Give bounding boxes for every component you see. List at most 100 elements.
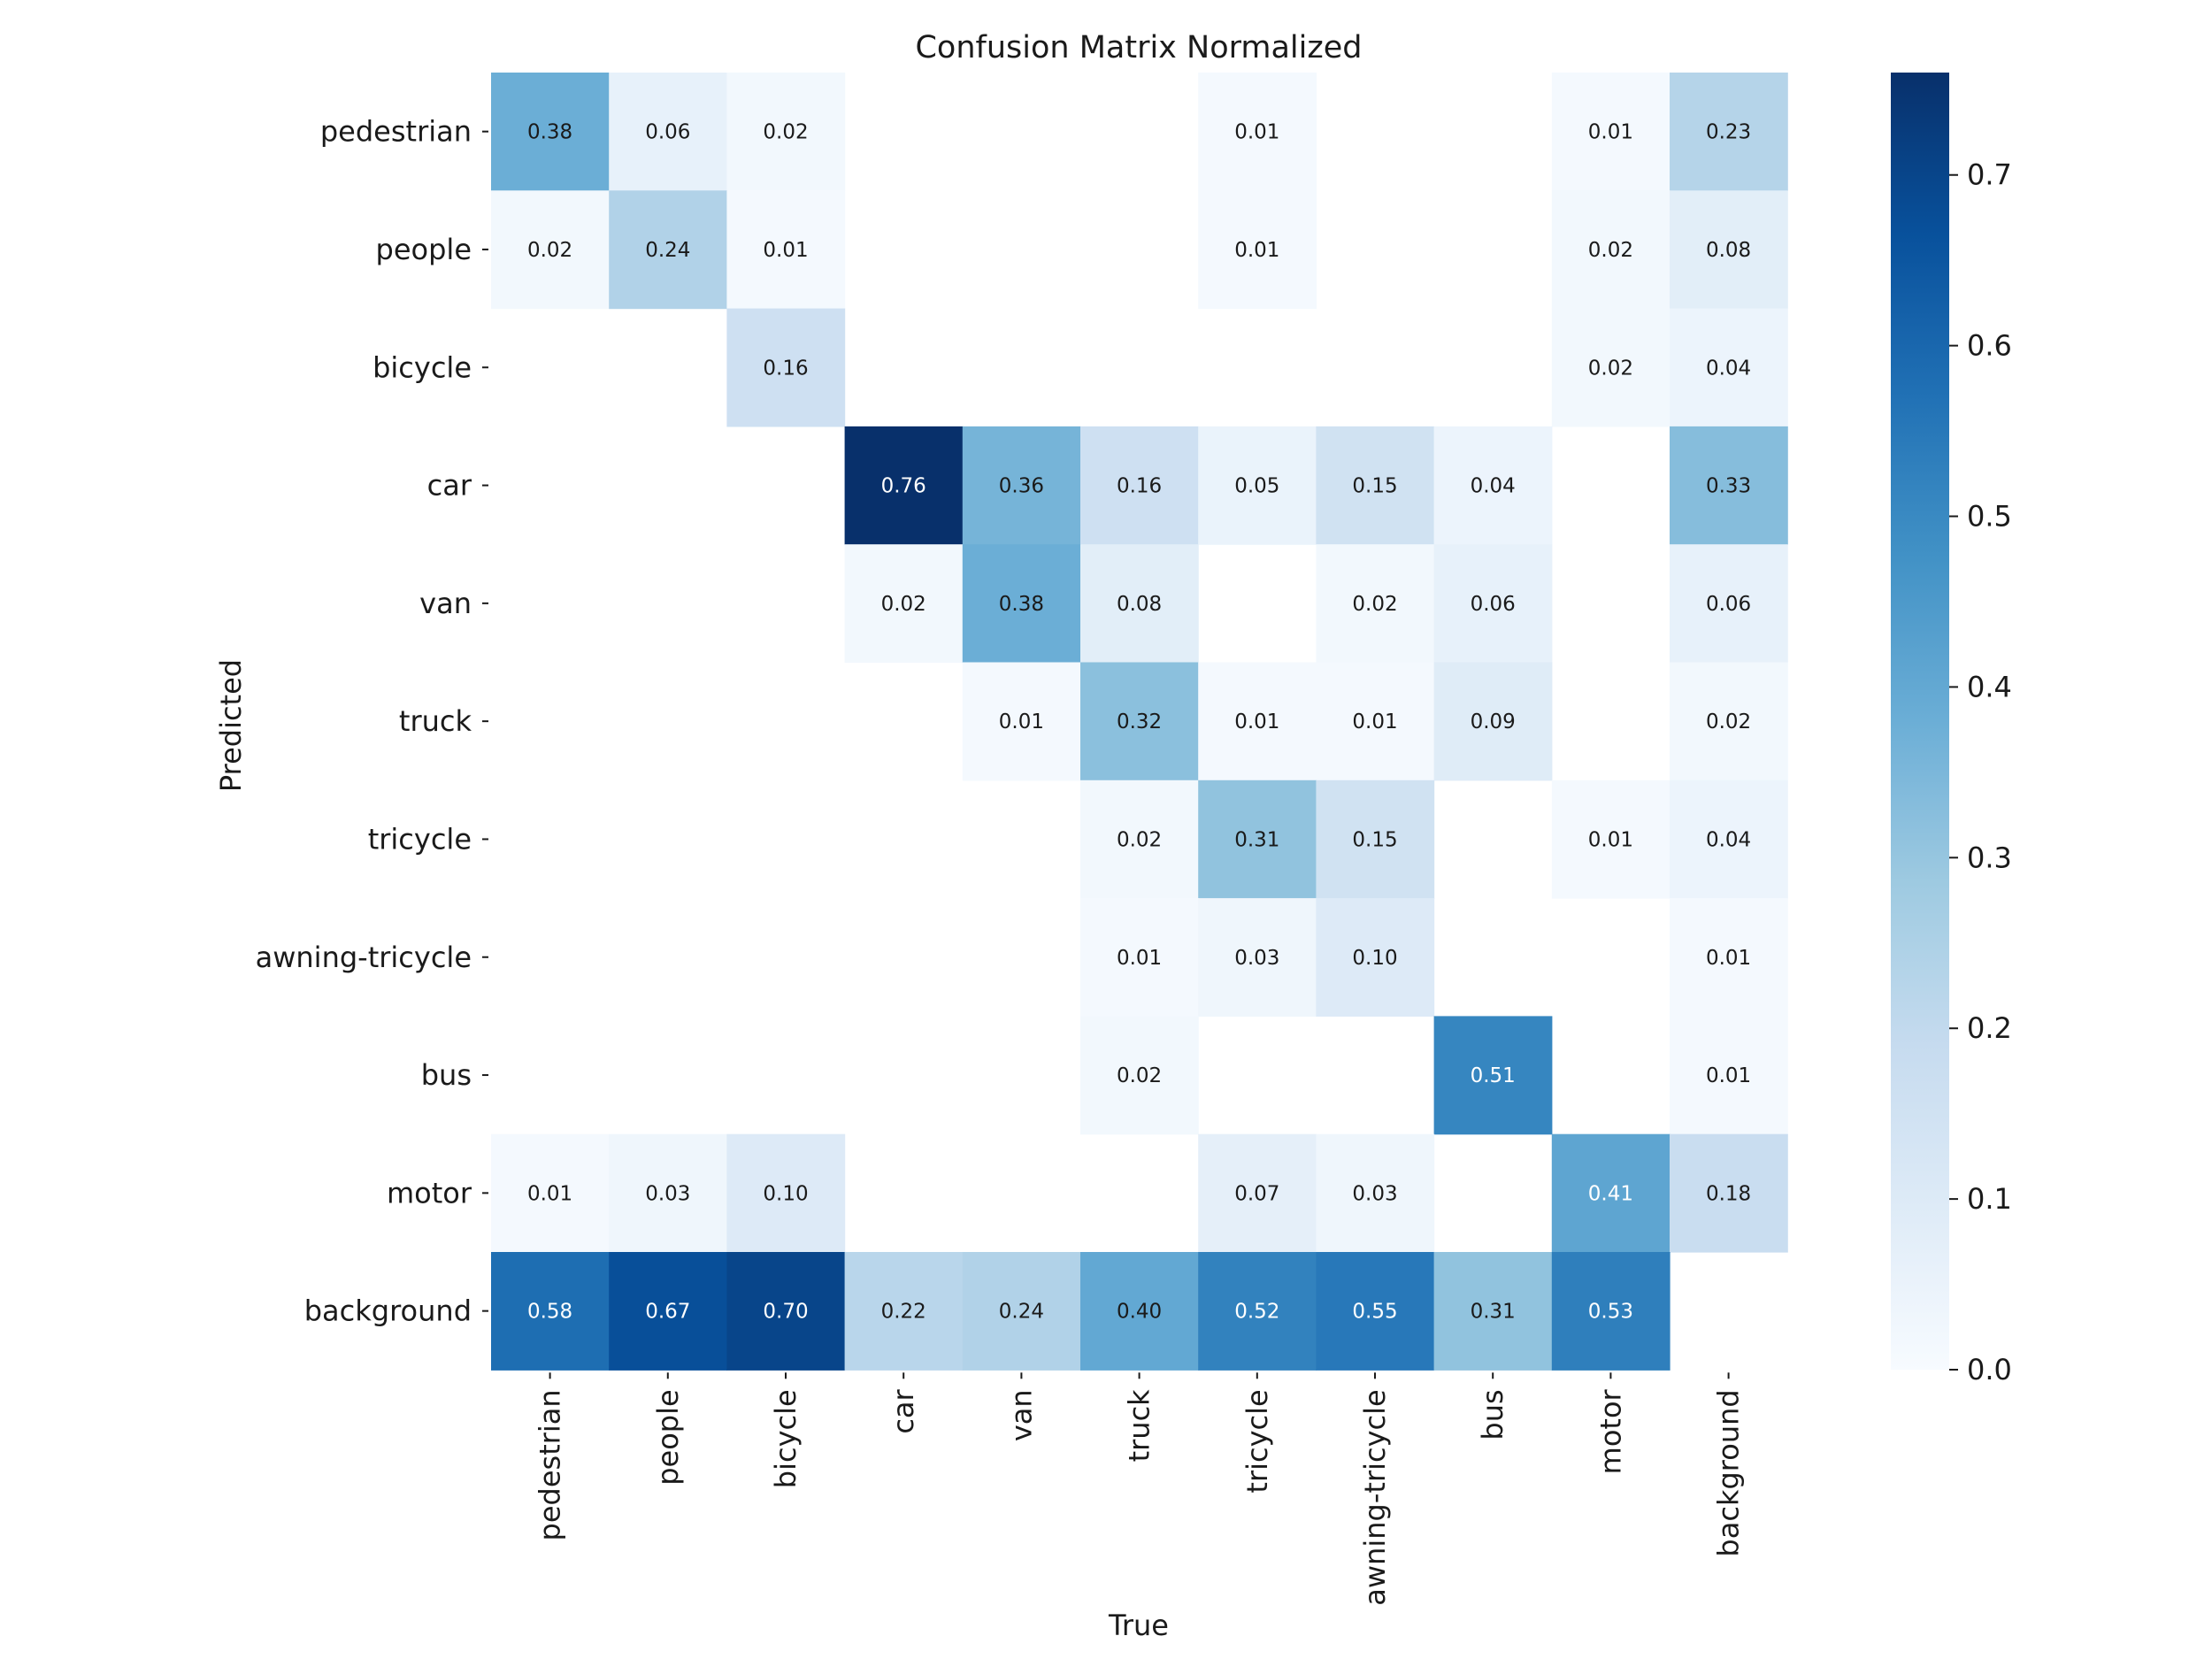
x-axis-title: True <box>1108 1609 1169 1642</box>
cell-value-label: 0.04 <box>1706 357 1751 380</box>
cell-value-label: 0.06 <box>645 121 690 144</box>
cell-value-label: 0.02 <box>881 593 926 616</box>
heatmap-cell <box>726 308 846 427</box>
heatmap-cell <box>1316 544 1435 664</box>
colorbar-tick-label: 0.0 <box>1967 1353 2012 1386</box>
heatmap-cell <box>1316 426 1435 545</box>
y-tick-label: awning-tricycle <box>256 941 472 974</box>
x-tick-label: car <box>887 1388 920 1433</box>
cell-value-label: 0.58 <box>527 1301 572 1324</box>
cell-value-label: 0.02 <box>1352 593 1397 616</box>
cell-value-label: 0.08 <box>1117 593 1162 616</box>
cell-value-label: 0.40 <box>1117 1301 1162 1324</box>
heatmap-cell <box>1670 1133 1788 1253</box>
heatmap-cell <box>844 426 964 545</box>
colorbar-ticks: 0.0 0.1 0.2 0.3 0.4 0.5 0.6 0.7 <box>1949 158 2012 1386</box>
x-tick-label: bicycle <box>769 1389 803 1488</box>
cell-value-label: 0.55 <box>1352 1301 1397 1324</box>
cell-value-label: 0.02 <box>1706 710 1751 733</box>
heatmap-cell <box>1080 426 1199 545</box>
cell-value-label: 0.52 <box>1234 1301 1279 1324</box>
heatmap-cell <box>1080 662 1199 781</box>
cell-value-label: 0.01 <box>1117 947 1162 970</box>
cell-value-label: 0.01 <box>999 710 1044 733</box>
cell-value-label: 0.02 <box>1588 357 1633 380</box>
cell-value-label: 0.31 <box>1234 828 1279 851</box>
cell-value-label: 0.01 <box>1352 710 1397 733</box>
colorbar-tick-label: 0.1 <box>1967 1182 2012 1216</box>
heatmap-cell <box>1316 1252 1435 1371</box>
y-axis-title: Predicted <box>214 659 248 792</box>
cell-value-label: 0.02 <box>1117 1064 1162 1087</box>
cell-value-label: 0.01 <box>763 239 808 262</box>
heatmap-cell <box>726 73 846 191</box>
cell-value-label: 0.15 <box>1352 828 1397 851</box>
colorbar-tick-label: 0.4 <box>1967 670 2012 703</box>
heatmap-cell <box>1198 1252 1317 1371</box>
x-tick-label: pedestrian <box>534 1389 567 1540</box>
cell-value-label: 0.03 <box>1352 1182 1397 1205</box>
cell-value-label: 0.76 <box>881 475 926 498</box>
heatmap-cell <box>609 190 727 310</box>
heatmap-cell <box>1198 1133 1317 1253</box>
cell-value-label: 0.02 <box>763 121 808 144</box>
cell-value-label: 0.01 <box>1706 947 1751 970</box>
cell-value-label: 0.07 <box>1234 1182 1279 1205</box>
heatmap-cell <box>1316 898 1435 1017</box>
heatmap-cell <box>491 190 610 310</box>
chart-title: Confusion Matrix Normalized <box>915 30 1362 65</box>
cell-value-label: 0.04 <box>1471 475 1516 498</box>
cell-value-label: 0.33 <box>1706 475 1751 498</box>
cell-value-label: 0.24 <box>999 1301 1044 1324</box>
x-tick-label: motor <box>1594 1388 1627 1474</box>
cell-value-label: 0.02 <box>1117 828 1162 851</box>
y-tick-label: bicycle <box>373 350 472 384</box>
cell-value-label: 0.10 <box>763 1182 808 1205</box>
heatmap-cell <box>726 1252 846 1371</box>
x-tick-label: bus <box>1476 1389 1509 1440</box>
y-tick-label: motor <box>387 1176 472 1210</box>
cell-value-label: 0.03 <box>1234 947 1279 970</box>
cell-value-label: 0.01 <box>527 1182 572 1205</box>
cell-value-label: 0.09 <box>1471 710 1516 733</box>
heatmap-cell <box>1670 662 1788 781</box>
heatmap-cell <box>491 1133 610 1253</box>
cell-value-label: 0.05 <box>1234 475 1279 498</box>
heatmap-cell <box>1433 1252 1553 1371</box>
cell-value-label: 0.03 <box>645 1182 690 1205</box>
cell-value-label: 0.10 <box>1352 947 1397 970</box>
cell-value-label: 0.06 <box>1471 593 1516 616</box>
colorbar-tick-label: 0.7 <box>1967 158 2012 192</box>
heatmap-cell <box>1316 1133 1435 1253</box>
cell-value-label: 0.16 <box>763 357 808 380</box>
colorbar-tick-label: 0.6 <box>1967 329 2012 363</box>
x-tick-label: awning-tricycle <box>1358 1389 1392 1605</box>
heatmap-cell <box>726 190 846 310</box>
heatmap-cell <box>1670 190 1788 310</box>
colorbar-tick-label: 0.2 <box>1967 1011 2012 1045</box>
heatmap-cell <box>1316 780 1435 899</box>
heatmap-cell <box>1080 898 1199 1017</box>
cell-value-label: 0.04 <box>1706 828 1751 851</box>
heatmap-cell <box>1670 1016 1788 1135</box>
cell-value-label: 0.15 <box>1352 475 1397 498</box>
y-tick-label: pedestrian <box>320 115 472 149</box>
colorbar <box>1891 73 1949 1370</box>
cell-value-label: 0.06 <box>1706 593 1751 616</box>
y-tick-label: bus <box>421 1058 472 1092</box>
cell-value-label: 0.51 <box>1471 1064 1516 1087</box>
cell-value-label: 0.23 <box>1706 121 1751 144</box>
heatmap-cell <box>1198 426 1317 545</box>
cell-value-label: 0.38 <box>999 593 1044 616</box>
cell-value-label: 0.22 <box>881 1301 926 1324</box>
cell-value-label: 0.01 <box>1234 710 1279 733</box>
cell-value-label: 0.41 <box>1588 1182 1633 1205</box>
cell-value-label: 0.18 <box>1706 1182 1751 1205</box>
heatmap-cell <box>1670 544 1788 664</box>
x-tick-label: truck <box>1123 1389 1156 1463</box>
cell-value-label: 0.32 <box>1117 710 1162 733</box>
heatmap-cell <box>844 544 964 664</box>
cell-value-label: 0.01 <box>1588 121 1633 144</box>
y-tick-label: tricycle <box>368 822 472 856</box>
heatmap-cell <box>962 426 1081 545</box>
